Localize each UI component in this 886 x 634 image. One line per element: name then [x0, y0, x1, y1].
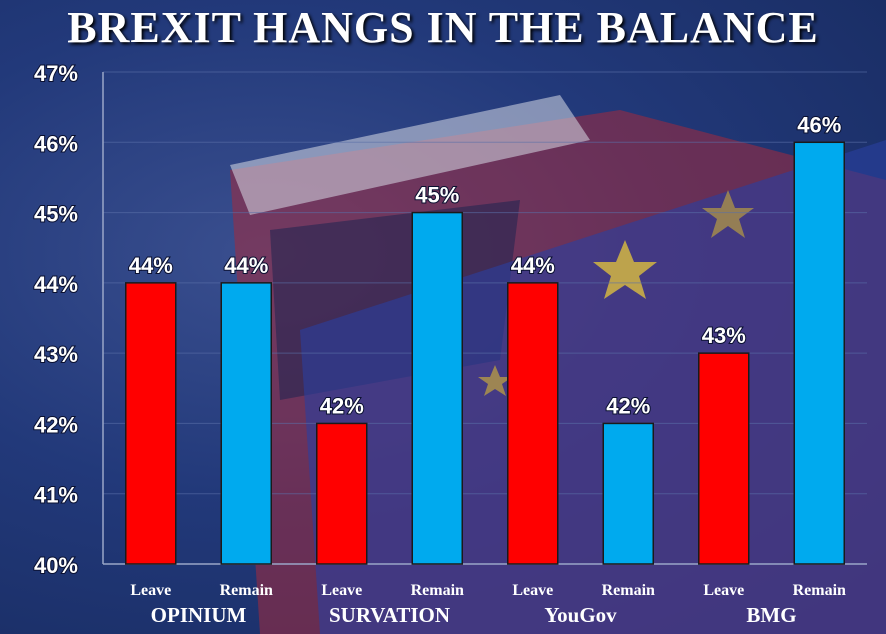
union-flag-white-stripe [230, 95, 590, 215]
x-category-label: Leave [512, 582, 553, 599]
y-tick-label: 44% [34, 272, 78, 297]
star-icon [593, 240, 657, 299]
y-tick-label: 46% [34, 131, 78, 156]
chart-title: BREXIT HANGS IN THE BALANCE [67, 3, 819, 52]
bar-leave [507, 282, 559, 565]
data-label: 44% [224, 253, 268, 278]
y-tick-label: 40% [34, 553, 78, 578]
bar-remain [602, 422, 654, 565]
y-tick-label: 45% [34, 202, 78, 227]
x-category-label: Leave [321, 582, 362, 599]
data-label: 43% [702, 323, 746, 348]
star-icon [478, 365, 512, 396]
bar-leave [698, 352, 750, 565]
data-label: 46% [797, 112, 841, 137]
data-label: 45% [415, 183, 459, 208]
data-label: 42% [320, 393, 364, 418]
y-tick-label: 43% [34, 342, 78, 367]
x-category-label: Remain [411, 582, 464, 599]
bar-leave [316, 422, 368, 565]
x-category-label: Leave [130, 582, 171, 599]
bar-remain [220, 282, 272, 565]
y-tick-label: 42% [34, 412, 78, 437]
x-category-label: Remain [793, 582, 846, 599]
bar-remain [411, 211, 463, 565]
y-tick-label: 41% [34, 483, 78, 508]
star-icon [702, 190, 754, 238]
data-label: 44% [129, 253, 173, 278]
pollster-label: YouGov [544, 603, 617, 627]
data-label: 44% [511, 253, 555, 278]
y-tick-label: 47% [34, 61, 78, 86]
pollster-label: SURVATION [329, 603, 450, 627]
pollster-label: BMG [746, 603, 796, 627]
pollster-label: OPINIUM [151, 603, 247, 627]
data-label: 42% [606, 393, 650, 418]
x-category-label: Remain [602, 582, 655, 599]
bar-leave [125, 282, 177, 565]
x-category-label: Remain [220, 582, 273, 599]
bar-remain [793, 141, 845, 565]
x-category-label: Leave [703, 582, 744, 599]
